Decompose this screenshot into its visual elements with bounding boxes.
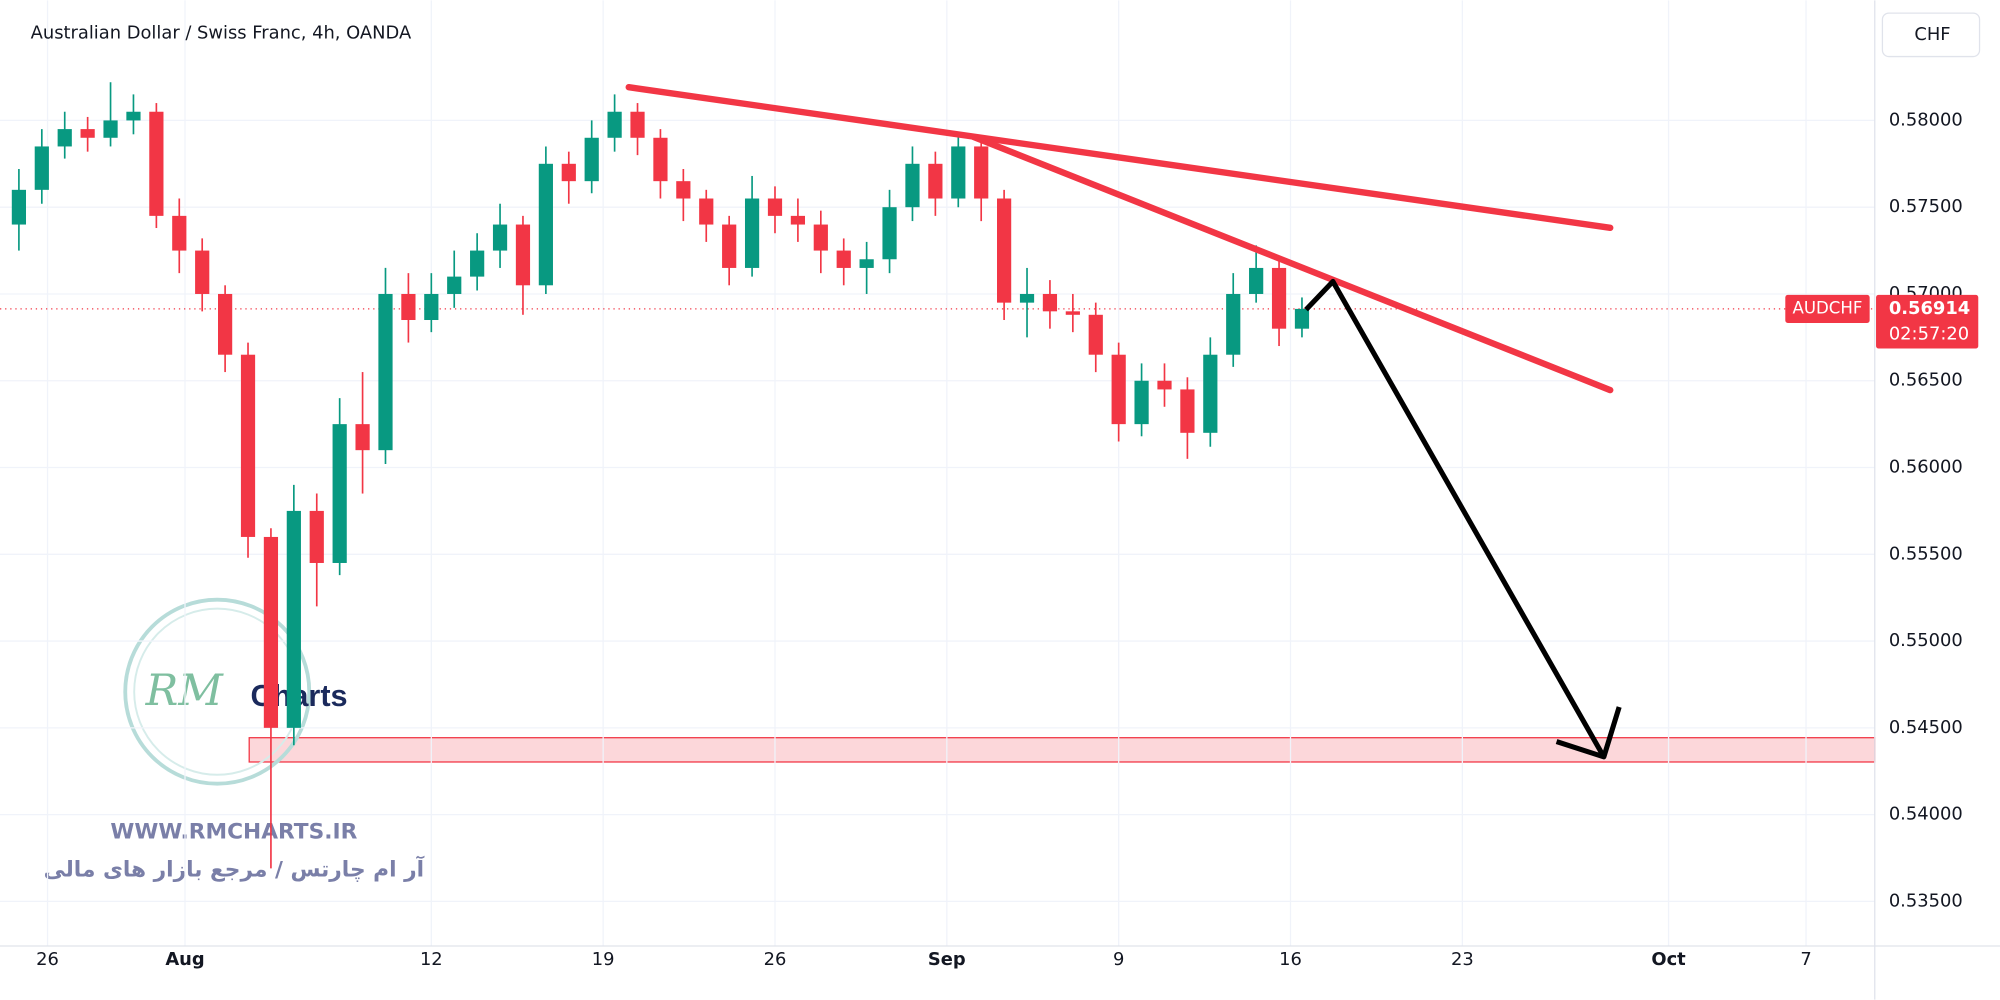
x-tick-label: 26 bbox=[764, 949, 787, 970]
candle-body bbox=[218, 293, 233, 355]
y-tick-label: 0.56500 bbox=[1889, 370, 1963, 391]
symbol-badge bbox=[1785, 294, 1870, 323]
y-tick-label: 0.55500 bbox=[1889, 543, 1963, 564]
candle-body bbox=[607, 111, 622, 138]
y-tick-label: 0.53500 bbox=[1889, 890, 1963, 911]
candle-body bbox=[859, 259, 874, 268]
candle-body bbox=[401, 293, 416, 321]
candle-layer bbox=[11, 82, 1310, 869]
y-tick-label: 0.55000 bbox=[1889, 630, 1963, 651]
candle-body bbox=[263, 536, 279, 728]
candle-body bbox=[676, 181, 691, 199]
x-tick-label: 19 bbox=[592, 949, 615, 970]
candle-body bbox=[538, 163, 553, 286]
candle-body bbox=[1294, 308, 1310, 329]
x-tick-label: 12 bbox=[420, 949, 443, 970]
candle-body bbox=[1042, 293, 1058, 312]
candle-body bbox=[1157, 380, 1172, 390]
candle-body bbox=[1134, 380, 1149, 425]
y-tick-label: 0.54000 bbox=[1889, 804, 1963, 825]
watermark-tagline: آر ام چارتس / مرجع بازار های مالی bbox=[44, 855, 425, 883]
candle-body bbox=[836, 250, 851, 268]
candle-body bbox=[149, 111, 164, 216]
candle-body bbox=[11, 189, 27, 225]
candle-body bbox=[997, 198, 1012, 303]
candle-body bbox=[1203, 354, 1218, 433]
candle-body bbox=[767, 198, 783, 216]
candle-body bbox=[1065, 311, 1080, 315]
candle-body bbox=[974, 146, 989, 199]
x-tick-label: Aug bbox=[165, 949, 204, 970]
logo-ring bbox=[123, 597, 312, 786]
candle-body bbox=[905, 163, 920, 208]
candle-body bbox=[424, 293, 439, 321]
candle-body bbox=[1111, 354, 1126, 425]
candle-body bbox=[744, 198, 760, 268]
candle-body bbox=[240, 354, 256, 537]
candle-body bbox=[1088, 314, 1103, 355]
candle-body bbox=[103, 120, 118, 138]
trend-line bbox=[625, 84, 1614, 231]
y-tick-label: 0.54500 bbox=[1889, 717, 1963, 738]
y-tick-label: 0.58000 bbox=[1889, 109, 1963, 130]
watermark-url: WWW.RMCHARTS.IR bbox=[110, 819, 357, 844]
candle-body bbox=[1271, 267, 1287, 329]
candle-body bbox=[813, 224, 828, 251]
projection-arrow bbox=[1304, 278, 1607, 759]
trend-line bbox=[970, 133, 1614, 394]
x-tick-label: 7 bbox=[1800, 949, 1811, 970]
last-price-label: 0.56914 bbox=[1889, 298, 1970, 319]
candle-body bbox=[951, 146, 966, 199]
candle-body bbox=[470, 250, 485, 277]
candle-body bbox=[928, 163, 943, 199]
symbol-label: AUDCHF bbox=[1792, 298, 1862, 317]
currency-button-label[interactable]: CHF bbox=[1914, 24, 1950, 45]
candle-body bbox=[492, 224, 508, 251]
candle-body bbox=[1249, 267, 1264, 294]
x-tick-label: Sep bbox=[928, 949, 966, 970]
candle-body bbox=[722, 224, 737, 268]
candle-body bbox=[80, 129, 95, 138]
candle-body bbox=[515, 224, 531, 286]
candle-body bbox=[309, 510, 324, 563]
axis-layer: 0.53500 0.54000 0.54500 0.55000 0.55500 0.560… bbox=[36, 109, 1979, 970]
candle-body bbox=[882, 207, 897, 260]
candle-body bbox=[653, 137, 668, 182]
candle-body bbox=[195, 250, 210, 294]
candle-body bbox=[332, 424, 347, 563]
arrow-head bbox=[1555, 706, 1622, 760]
candle-body bbox=[447, 276, 462, 294]
candle-body bbox=[378, 293, 393, 451]
candle-body bbox=[1180, 389, 1195, 433]
countdown-label: 02:57:20 bbox=[1889, 323, 1969, 344]
candle-body bbox=[561, 163, 576, 182]
candle-body bbox=[1226, 293, 1241, 355]
x-tick-label: 16 bbox=[1279, 949, 1302, 970]
y-tick-label: 0.56000 bbox=[1889, 457, 1963, 478]
candle-body bbox=[172, 215, 187, 251]
candle-body bbox=[1019, 293, 1035, 303]
y-tick-label: 0.57500 bbox=[1889, 196, 1963, 217]
candle-body bbox=[630, 111, 645, 138]
candle-body bbox=[790, 215, 806, 225]
candle-body bbox=[699, 198, 714, 225]
candle-body bbox=[355, 424, 370, 451]
x-tick-label: 26 bbox=[36, 949, 59, 970]
support-zone bbox=[248, 737, 1876, 763]
currency-button[interactable] bbox=[1881, 12, 1981, 58]
candle-body bbox=[34, 146, 49, 190]
candle-body bbox=[286, 510, 301, 728]
chart-title: Australian Dollar / Swiss Franc, 4h, OAN… bbox=[31, 23, 412, 44]
candle-body bbox=[126, 111, 141, 121]
candle-body bbox=[584, 137, 599, 182]
annotation-layer bbox=[625, 84, 1622, 760]
candle-body bbox=[57, 129, 72, 147]
price-badge bbox=[1876, 294, 1979, 349]
x-tick-label: Oct bbox=[1651, 949, 1686, 970]
x-tick-label: 9 bbox=[1113, 949, 1124, 970]
x-tick-label: 23 bbox=[1451, 949, 1474, 970]
